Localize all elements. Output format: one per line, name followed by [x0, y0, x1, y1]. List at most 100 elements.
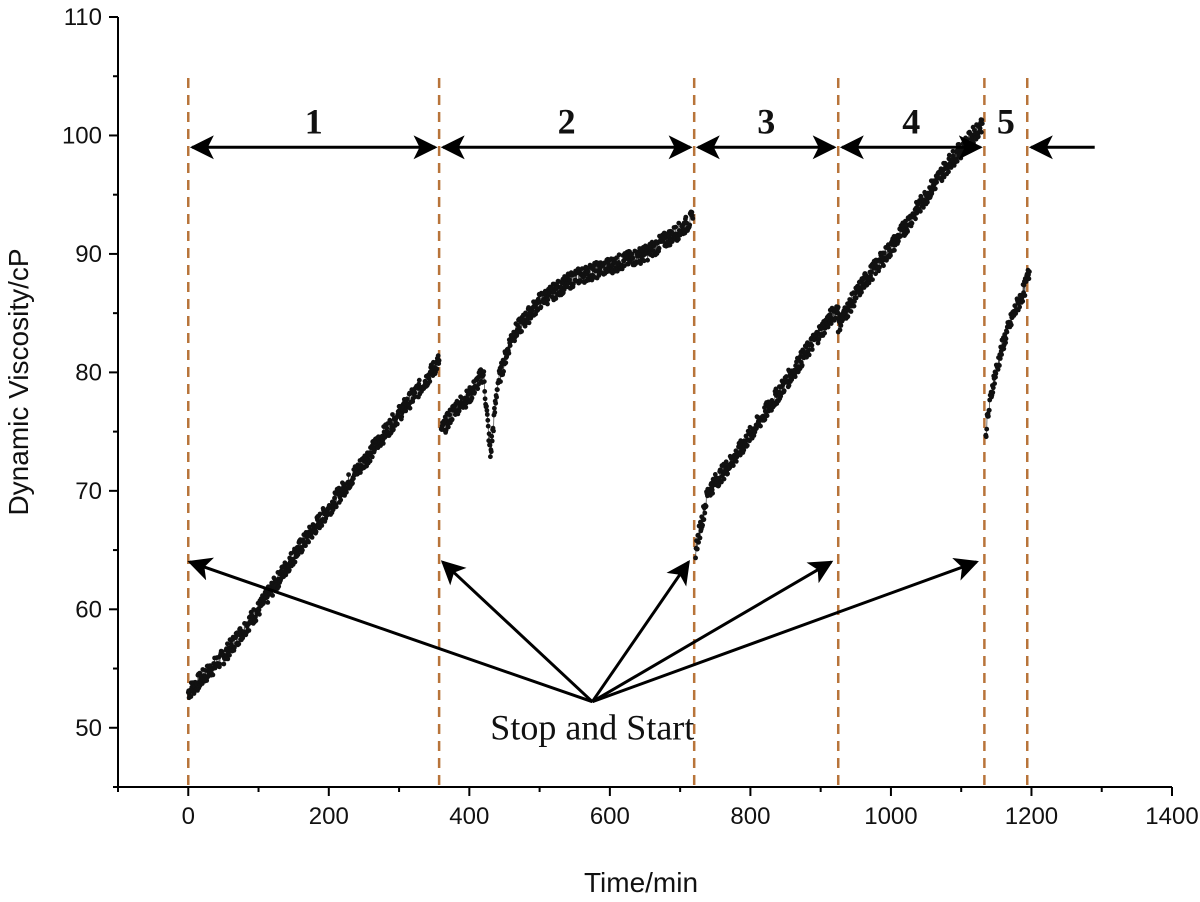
data-point: [225, 641, 230, 647]
data-point: [934, 179, 939, 185]
data-point: [1008, 322, 1014, 328]
data-point: [758, 423, 763, 429]
data-point: [733, 459, 739, 464]
data-point: [484, 403, 489, 409]
data-point: [493, 400, 499, 406]
data-point: [545, 297, 551, 303]
data-point: [233, 635, 239, 640]
x-tick-label: 0: [182, 803, 195, 830]
data-point: [716, 482, 722, 488]
data-point: [319, 523, 325, 528]
data-point: [447, 412, 452, 418]
data-point: [845, 314, 851, 319]
data-point: [848, 309, 854, 314]
data-point: [427, 379, 433, 384]
data-point: [853, 295, 859, 301]
data-point: [975, 134, 981, 140]
data-point: [303, 543, 308, 549]
data-point: [979, 117, 985, 123]
data-point: [492, 410, 498, 415]
data-point: [286, 567, 292, 573]
stop-start-arrow-4: [591, 560, 834, 704]
data-point: [892, 247, 897, 253]
data-point: [816, 336, 822, 342]
data-point: [338, 497, 344, 503]
data-point: [358, 470, 363, 475]
data-point: [585, 269, 591, 274]
data-point: [538, 304, 544, 310]
data-point: [506, 350, 512, 356]
data-point: [786, 383, 792, 388]
data-point: [567, 277, 572, 283]
data-point: [1001, 346, 1007, 352]
data-point: [946, 169, 951, 175]
data-point: [700, 522, 705, 528]
data-point: [503, 360, 509, 366]
data-point: [997, 356, 1003, 361]
series-line-2: [440, 210, 694, 457]
data-point: [683, 214, 689, 220]
data-point: [990, 385, 996, 391]
data-point: [217, 661, 223, 667]
data-point: [913, 216, 918, 222]
data-point: [482, 396, 488, 402]
data-point: [710, 490, 715, 496]
data-point: [507, 343, 513, 348]
data-point: [888, 253, 893, 258]
data-point: [498, 364, 504, 370]
region-label-2: 2: [558, 101, 576, 141]
data-point: [738, 438, 744, 444]
stop-start-annotation: Stop and Start: [490, 708, 694, 748]
data-point: [964, 148, 969, 154]
data-point: [516, 325, 522, 331]
data-point: [492, 405, 497, 411]
data-point: [629, 251, 635, 257]
data-point: [993, 374, 998, 380]
data-point: [964, 136, 970, 142]
data-point: [276, 584, 282, 589]
y-tick-label: 60: [75, 596, 102, 623]
data-point: [676, 220, 682, 226]
stop-start-arrow-1: [187, 557, 593, 704]
data-point: [404, 396, 410, 402]
data-point: [954, 158, 960, 164]
data-point: [997, 363, 1002, 368]
data-point: [482, 389, 488, 394]
data-point: [495, 387, 500, 393]
data-point: [551, 289, 557, 295]
data-point: [472, 390, 477, 395]
data-point: [697, 535, 703, 541]
y-axis-title: Dynamic Viscosity/cP: [3, 248, 34, 515]
data-point: [983, 434, 989, 440]
data-point: [764, 413, 770, 419]
data-point: [399, 414, 405, 420]
data-point: [332, 495, 337, 501]
data-point: [1021, 282, 1027, 288]
data-point: [667, 242, 673, 248]
data-point: [232, 645, 237, 650]
data-point: [792, 374, 798, 380]
data-point: [676, 236, 681, 242]
data-point: [253, 618, 259, 624]
data-point: [979, 129, 984, 135]
data-point: [501, 369, 506, 374]
data-point: [481, 369, 487, 374]
data-point: [986, 407, 992, 413]
data-point: [809, 347, 815, 352]
data-point: [265, 600, 271, 605]
data-point: [909, 220, 915, 226]
data-point: [491, 428, 496, 434]
data-point: [979, 121, 985, 126]
data-point: [313, 529, 319, 535]
data-point: [390, 412, 395, 417]
data-point: [1004, 329, 1010, 335]
y-tick-label: 100: [62, 122, 102, 149]
data-point: [703, 503, 709, 509]
x-tick-label: 1000: [864, 803, 917, 830]
data-point: [822, 330, 827, 336]
data-point: [571, 281, 576, 287]
data-point: [799, 362, 805, 368]
data-point: [616, 252, 622, 258]
y-tick-label: 110: [64, 4, 102, 31]
